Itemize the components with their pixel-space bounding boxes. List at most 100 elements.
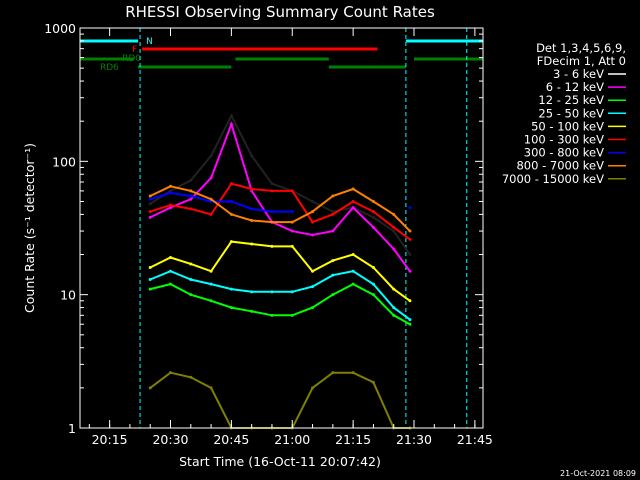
series-line-3-6-kev <box>149 113 411 256</box>
data-point-100-300-kev <box>371 210 375 214</box>
series-line-50-100-kev <box>149 240 411 302</box>
legend-label-100-300-kev: 100 - 300 keV <box>524 133 604 147</box>
data-point-7000-15000-kev <box>189 375 193 379</box>
data-point-6-12-kev <box>169 206 173 210</box>
x-tick-label: 20:15 <box>92 432 128 447</box>
data-point-800-7000-kev <box>148 194 152 198</box>
data-point-100-300-kev <box>351 199 355 203</box>
data-point-7000-15000-kev <box>148 386 152 390</box>
x-tick-label: 21:45 <box>457 432 493 447</box>
data-point-12-25-kev <box>331 293 335 297</box>
flag-label-rd0: RD0 <box>122 54 141 64</box>
data-point-25-50-kev <box>392 306 396 310</box>
data-point-25-50-kev <box>169 269 173 273</box>
data-point-50-100-kev <box>229 240 233 244</box>
data-point-25-50-kev <box>331 273 335 277</box>
data-point-800-7000-kev <box>351 187 355 191</box>
legend-label-3-6-kev: 3 - 6 keV <box>553 67 604 81</box>
data-point-12-25-kev <box>229 306 233 310</box>
data-point-300-800-kev <box>250 207 254 211</box>
flag-label-rd6: RD6 <box>100 63 119 73</box>
data-point-12-25-kev <box>351 282 355 286</box>
data-point-3-6-kev <box>189 178 193 182</box>
data-point-6-12-kev <box>311 233 315 237</box>
data-point-100-300-kev <box>229 182 233 186</box>
data-point-800-7000-kev <box>290 220 294 224</box>
x-tick-label: 21:00 <box>274 432 310 447</box>
data-point-100-300-kev <box>408 237 412 241</box>
data-point-50-100-kev <box>169 255 173 259</box>
data-point-50-100-kev <box>189 262 193 266</box>
data-point-800-7000-kev <box>229 212 233 216</box>
data-point-3-6-kev <box>392 229 396 233</box>
data-point-25-50-kev <box>250 290 254 294</box>
data-point-25-50-kev <box>290 290 294 294</box>
x-tick-label: 21:30 <box>396 432 432 447</box>
series-line-100-300-kev <box>149 182 411 241</box>
data-point-6-12-kev <box>392 247 396 251</box>
plot-frame <box>79 27 484 429</box>
data-point-50-100-kev <box>408 299 412 303</box>
data-point-6-12-kev <box>189 197 193 201</box>
data-point-6-12-kev <box>229 122 233 126</box>
data-point-12-25-kev <box>169 282 173 286</box>
footer-date: 21-Oct-2021 08:09 <box>560 469 636 478</box>
data-point-12-25-kev <box>250 309 254 313</box>
x-tick-label: 20:45 <box>213 432 249 447</box>
data-point-100-300-kev <box>169 203 173 207</box>
legend-label-7000-15000-kev: 7000 - 15000 keV <box>502 172 604 186</box>
legend-label-300-800-kev: 300 - 800 keV <box>524 146 604 160</box>
data-point-3-6-kev <box>408 253 412 257</box>
data-point-50-100-kev <box>209 269 213 273</box>
series-line-25-50-kev <box>149 270 411 321</box>
flag-label-n: N <box>146 37 153 47</box>
data-point-50-100-kev <box>270 244 274 248</box>
data-point-50-100-kev <box>392 287 396 291</box>
data-point-12-25-kev <box>408 322 412 326</box>
series-line-12-25-kev <box>149 282 411 326</box>
data-point-12-25-kev <box>148 287 152 291</box>
data-point-7000-15000-kev <box>371 380 375 384</box>
data-point-6-12-kev <box>331 229 335 233</box>
data-point-100-300-kev <box>311 220 315 224</box>
data-point-100-300-kev <box>189 207 193 211</box>
data-point-25-50-kev <box>270 290 274 294</box>
data-point-300-800-kev <box>169 191 173 195</box>
x-tick-label: 21:15 <box>335 432 371 447</box>
data-point-7000-15000-kev <box>311 386 315 390</box>
data-point-6-12-kev <box>351 206 355 210</box>
data-point-6-12-kev <box>371 225 375 229</box>
data-point-800-7000-kev <box>331 194 335 198</box>
data-point-3-6-kev <box>371 215 375 219</box>
legend-label-12-25-kev: 12 - 25 keV <box>538 93 604 107</box>
data-point-50-100-kev <box>290 244 294 248</box>
axes: 20:15 20:30 20:45 21:00 21:15 21:30 21:45 1 10 10… <box>44 21 493 447</box>
data-point-300-800-kev <box>148 197 152 201</box>
data-point-25-50-kev <box>311 285 315 289</box>
data-point-100-300-kev <box>290 189 294 193</box>
flag-label-f: F <box>132 45 137 55</box>
data-point-800-7000-kev <box>189 189 193 193</box>
legend-label-25-50-kev: 25 - 50 keV <box>538 106 604 120</box>
data-point-7000-15000-kev <box>351 371 355 375</box>
data-point-6-12-kev <box>209 176 213 180</box>
data-point-300-800-kev <box>408 206 412 210</box>
data-point-50-100-kev <box>351 253 355 257</box>
data-point-800-7000-kev <box>408 229 412 233</box>
data-point-800-7000-kev <box>270 220 274 224</box>
data-point-25-50-kev <box>189 277 193 281</box>
data-point-12-25-kev <box>371 293 375 297</box>
data-point-3-6-kev <box>209 154 213 158</box>
data-point-6-12-kev <box>408 269 412 273</box>
data-point-25-50-kev <box>209 282 213 286</box>
data-point-3-6-kev <box>270 182 274 186</box>
x-tick-label: 20:30 <box>152 432 188 447</box>
series-line-800-7000-kev <box>149 185 411 232</box>
data-point-12-25-kev <box>392 313 396 317</box>
y-tick-label: 1000 <box>44 21 76 36</box>
data-point-25-50-kev <box>371 282 375 286</box>
data-point-50-100-kev <box>311 269 315 273</box>
data-point-12-25-kev <box>311 306 315 310</box>
data-point-50-100-kev <box>371 265 375 269</box>
